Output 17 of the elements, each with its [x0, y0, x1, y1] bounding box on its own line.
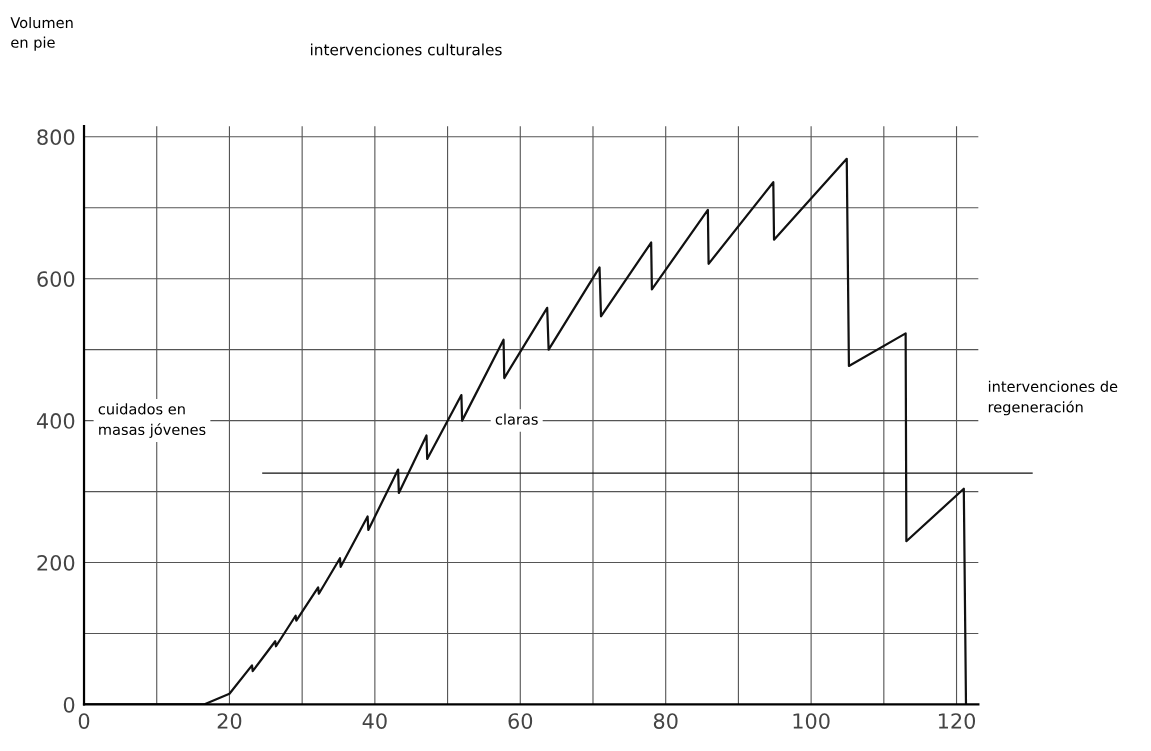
- y-tick-label: 0: [63, 696, 75, 713]
- chart-title: intervenciones culturales: [310, 43, 502, 56]
- x-tick-label: 120: [938, 713, 976, 729]
- x-tick-label: 80: [653, 713, 678, 729]
- annotation: cuidados en masas jóvenes: [98, 403, 206, 438]
- text: intervenciones de regeneración: [988, 380, 1118, 416]
- y-tick-label: 200: [37, 554, 75, 571]
- x-tick-label: 100: [793, 713, 830, 729]
- x-tick-label: 20: [217, 713, 242, 729]
- x-tick-label: 40: [362, 713, 387, 729]
- y-tick-label: 800: [37, 129, 75, 146]
- annotation: claras: [495, 413, 538, 425]
- text: Volumen en pie: [10, 16, 73, 51]
- y-tick-label: 600: [37, 271, 75, 287]
- x-tick-label: 60: [508, 713, 533, 729]
- x-tick-label: 0: [78, 713, 90, 729]
- y-tick-label: 400: [36, 413, 75, 429]
